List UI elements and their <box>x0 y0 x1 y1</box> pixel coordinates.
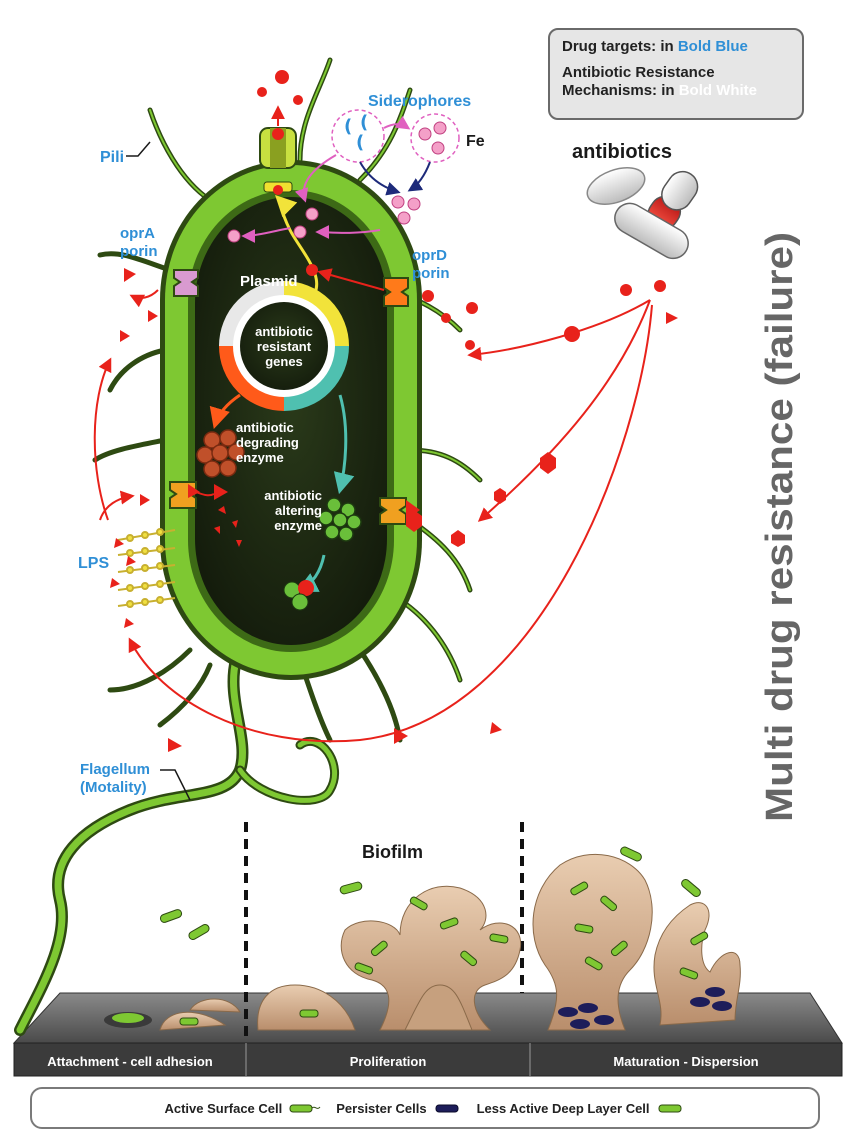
lps-label: LPS <box>78 555 109 572</box>
key-resistance-prefix: Mechanisms: in <box>562 82 679 99</box>
genes-label-line1: antibiotic <box>255 324 313 339</box>
degrading-label-line2: degrading <box>236 435 299 450</box>
vertical-title: Multi drug resistance (failure) <box>759 232 801 822</box>
lps-chains <box>117 528 176 608</box>
altering-label-line3: enzyme <box>274 518 322 533</box>
degrading-enzyme <box>196 429 245 478</box>
altering-label-line1: antibiotic <box>264 488 322 503</box>
plasmid-ring <box>219 281 349 411</box>
key-resistance-line1: Antibiotic Resistance <box>562 64 715 81</box>
siderophore-complex: ( ( ( <box>227 109 460 243</box>
efflux-channel <box>259 127 297 195</box>
key-resistance-style: Bold White <box>678 82 758 99</box>
pili-label: Pili <box>100 149 124 166</box>
persister-cell-icon <box>435 1104 459 1113</box>
plasmid-label: Plasmid <box>240 273 298 290</box>
bacterial-cell <box>160 160 422 680</box>
svg-text:(: ( <box>356 132 364 153</box>
stage-label-maturation: Maturation - Dispersion <box>613 1054 758 1069</box>
svg-text:(: ( <box>360 112 368 133</box>
degrading-label-line1: antibiotic <box>236 420 294 435</box>
active-cell-icon <box>289 1104 321 1113</box>
biofilm-cells <box>159 846 709 1026</box>
cell-legend: Active Surface Cell Persister Cells Less… <box>30 1087 820 1129</box>
deep-cell-icon <box>658 1104 682 1113</box>
flagellum-label-line2: (Motality) <box>80 779 147 796</box>
antibiotic-paths <box>93 289 653 743</box>
stage-label-attachment: Attachment - cell adhesion <box>47 1054 212 1069</box>
stage-label-proliferation: Proliferation <box>350 1054 427 1069</box>
key-resistance-line2: Mechanisms: in Bold White <box>562 82 790 100</box>
biofilm-proliferation <box>257 885 522 1031</box>
svg-text:(: ( <box>344 116 352 137</box>
antibiotics-label: antibiotics <box>572 141 672 163</box>
opra-porin <box>173 269 199 297</box>
key-box: Drug targets: in Bold Blue Antibiotic Re… <box>548 28 804 120</box>
fe-label: Fe <box>466 133 485 150</box>
oprd-porin <box>383 277 409 307</box>
key-drug-prefix: Drug targets: in <box>562 38 678 55</box>
flagellum <box>14 654 249 1036</box>
legend-deep-label: Less Active Deep Layer Cell <box>476 1100 650 1116</box>
key-drug-style: Bold Blue <box>677 38 748 55</box>
key-drug-targets: Drug targets: in Bold Blue <box>562 38 790 56</box>
genes-label-line3: genes <box>265 354 303 369</box>
oprd-label-line2: porin <box>412 265 450 282</box>
siderophores-label: Siderophores <box>368 93 471 110</box>
biofilm-attachment <box>104 998 241 1031</box>
legend-persister: Persister Cells <box>336 1101 462 1116</box>
antibiotic-pills <box>586 167 699 260</box>
altered-complex <box>283 580 314 611</box>
legend-persister-label: Persister Cells <box>336 1100 427 1116</box>
legend-active: Active Surface Cell <box>164 1101 322 1116</box>
biofilm-label: Biofilm <box>362 842 423 862</box>
altering-label-line2: altering <box>275 503 322 518</box>
degrading-label-line3: enzyme <box>236 450 284 465</box>
oprd-label-line1: oprD <box>412 247 447 264</box>
legend-deep: Less Active Deep Layer Cell <box>477 1101 686 1116</box>
opra-label-line1: oprA <box>120 225 155 242</box>
biofilm-maturation <box>532 853 741 1031</box>
altering-enzyme <box>318 497 362 542</box>
opra-label-line2: porin <box>120 243 158 260</box>
legend-active-label: Active Surface Cell <box>164 1100 283 1116</box>
genes-label-line2: resistant <box>257 339 312 354</box>
flagellum-label-line1: Flagellum <box>80 761 150 778</box>
altering-channel <box>379 497 407 525</box>
